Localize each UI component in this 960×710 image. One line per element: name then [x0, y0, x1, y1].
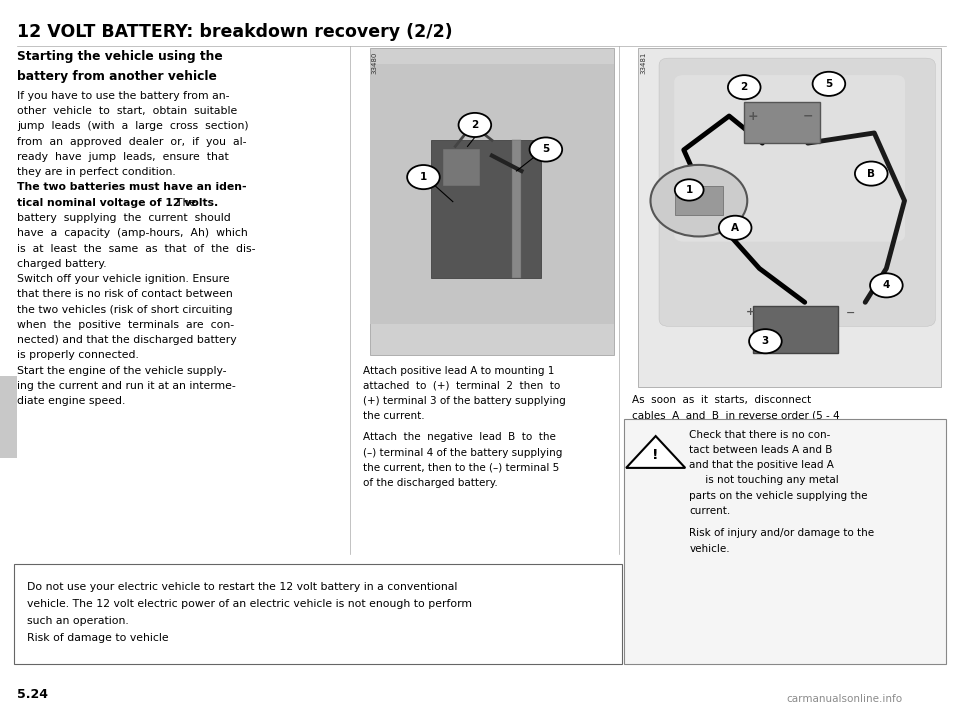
- Text: +: +: [748, 109, 758, 123]
- FancyBboxPatch shape: [744, 102, 820, 143]
- Text: diate engine speed.: diate engine speed.: [17, 396, 126, 406]
- Text: - 3 - 2).: - 3 - 2).: [632, 426, 669, 436]
- Circle shape: [870, 273, 902, 297]
- Text: ing the current and run it at an interme-: ing the current and run it at an interme…: [17, 381, 236, 391]
- Text: B: B: [867, 168, 876, 179]
- Text: have  a  capacity  (amp-hours,  Ah)  which: have a capacity (amp-hours, Ah) which: [17, 228, 248, 239]
- Text: is properly connected.: is properly connected.: [17, 350, 139, 361]
- FancyBboxPatch shape: [754, 306, 838, 353]
- FancyBboxPatch shape: [659, 58, 935, 327]
- Text: 1: 1: [685, 185, 693, 195]
- Text: Starting the vehicle using the: Starting the vehicle using the: [17, 50, 223, 62]
- Circle shape: [812, 72, 845, 96]
- Text: Switch off your vehicle ignition. Ensure: Switch off your vehicle ignition. Ensure: [17, 274, 229, 284]
- Text: 2: 2: [471, 120, 478, 130]
- Text: 3: 3: [762, 337, 769, 346]
- Text: The two batteries must have an iden-: The two batteries must have an iden-: [17, 182, 247, 192]
- Circle shape: [719, 216, 752, 240]
- Text: battery  supplying  the  current  should: battery supplying the current should: [17, 213, 231, 223]
- FancyBboxPatch shape: [370, 64, 614, 324]
- Text: such an operation.: such an operation.: [27, 616, 129, 626]
- Text: vehicle. The 12 volt electric power of an electric vehicle is not enough to perf: vehicle. The 12 volt electric power of a…: [27, 599, 472, 609]
- Text: 5.24: 5.24: [17, 689, 48, 701]
- Text: 33481: 33481: [640, 52, 646, 75]
- Text: carmanualsonline.info: carmanualsonline.info: [787, 694, 902, 704]
- Text: they are in perfect condition.: they are in perfect condition.: [17, 167, 176, 178]
- Text: from  an  approved  dealer  or,  if  you  al-: from an approved dealer or, if you al-: [17, 136, 247, 147]
- Text: −: −: [803, 109, 813, 123]
- FancyBboxPatch shape: [674, 75, 905, 241]
- Text: Attach positive lead A to mounting 1: Attach positive lead A to mounting 1: [363, 366, 554, 376]
- Circle shape: [749, 329, 781, 354]
- Circle shape: [675, 180, 704, 201]
- Text: the current, then to the (–) terminal 5: the current, then to the (–) terminal 5: [363, 463, 559, 473]
- Circle shape: [651, 165, 747, 236]
- Text: A: A: [732, 223, 739, 233]
- Text: 4: 4: [882, 280, 890, 290]
- FancyBboxPatch shape: [14, 564, 622, 664]
- Circle shape: [407, 165, 440, 189]
- FancyBboxPatch shape: [675, 186, 723, 215]
- Text: tact between leads A and B: tact between leads A and B: [689, 444, 832, 455]
- Text: !: !: [653, 448, 659, 462]
- FancyBboxPatch shape: [0, 376, 17, 458]
- Text: 1: 1: [420, 172, 427, 182]
- Polygon shape: [626, 436, 685, 468]
- Text: +: +: [746, 307, 755, 317]
- Text: 12 VOLT BATTERY: breakdown recovery (2/2): 12 VOLT BATTERY: breakdown recovery (2/2…: [17, 23, 453, 40]
- Text: attached  to  (+)  terminal  2  then  to: attached to (+) terminal 2 then to: [363, 381, 560, 391]
- Text: 5: 5: [826, 79, 832, 89]
- FancyBboxPatch shape: [624, 419, 946, 664]
- Text: Start the engine of the vehicle supply-: Start the engine of the vehicle supply-: [17, 366, 227, 376]
- Circle shape: [855, 161, 888, 185]
- Text: The: The: [169, 197, 196, 208]
- Text: 2: 2: [740, 82, 748, 92]
- Text: Risk of damage to vehicle: Risk of damage to vehicle: [27, 633, 169, 643]
- Circle shape: [530, 138, 563, 162]
- Text: when  the  positive  terminals  are  con-: when the positive terminals are con-: [17, 320, 234, 330]
- Text: 33480: 33480: [372, 52, 377, 75]
- Text: tical nominal voltage of 12 volts.: tical nominal voltage of 12 volts.: [17, 197, 219, 208]
- Circle shape: [728, 75, 760, 99]
- Text: other  vehicle  to  start,  obtain  suitable: other vehicle to start, obtain suitable: [17, 106, 237, 116]
- Text: −: −: [846, 307, 854, 317]
- Text: As  soon  as  it  starts,  disconnect: As soon as it starts, disconnect: [632, 395, 811, 405]
- Text: jump  leads  (with  a  large  cross  section): jump leads (with a large cross section): [17, 121, 249, 131]
- Text: Attach  the  negative  lead  B  to  the: Attach the negative lead B to the: [363, 432, 556, 442]
- FancyBboxPatch shape: [370, 48, 614, 355]
- FancyBboxPatch shape: [638, 48, 941, 387]
- Text: charged battery.: charged battery.: [17, 258, 107, 269]
- Text: nected) and that the discharged battery: nected) and that the discharged battery: [17, 335, 237, 345]
- FancyBboxPatch shape: [431, 141, 541, 278]
- Text: battery from another vehicle: battery from another vehicle: [17, 70, 217, 82]
- Text: (+) terminal 3 of the battery supplying: (+) terminal 3 of the battery supplying: [363, 396, 565, 406]
- Text: If you have to use the battery from an-: If you have to use the battery from an-: [17, 91, 229, 101]
- Text: ready  have  jump  leads,  ensure  that: ready have jump leads, ensure that: [17, 152, 229, 162]
- Text: Check that there is no con-: Check that there is no con-: [689, 430, 830, 439]
- Text: Risk of injury and/or damage to the: Risk of injury and/or damage to the: [689, 528, 875, 538]
- Text: is not touching any metal: is not touching any metal: [689, 476, 839, 486]
- Text: that there is no risk of contact between: that there is no risk of contact between: [17, 289, 233, 300]
- Text: and that the positive lead A: and that the positive lead A: [689, 460, 834, 470]
- Text: vehicle.: vehicle.: [689, 544, 730, 554]
- Text: 5: 5: [542, 145, 549, 155]
- FancyBboxPatch shape: [512, 141, 521, 278]
- Text: of the discharged battery.: of the discharged battery.: [363, 479, 497, 488]
- Circle shape: [459, 113, 492, 137]
- Text: parts on the vehicle supplying the: parts on the vehicle supplying the: [689, 491, 868, 501]
- Text: cables  A  and  B  in reverse order (5 - 4: cables A and B in reverse order (5 - 4: [632, 410, 839, 421]
- Text: current.: current.: [689, 506, 731, 516]
- Text: the two vehicles (risk of short circuiting: the two vehicles (risk of short circuiti…: [17, 305, 233, 315]
- Text: (–) terminal 4 of the battery supplying: (–) terminal 4 of the battery supplying: [363, 448, 563, 458]
- FancyBboxPatch shape: [444, 150, 480, 186]
- Text: the current.: the current.: [363, 412, 424, 422]
- Text: is  at  least  the  same  as  that  of  the  dis-: is at least the same as that of the dis-: [17, 244, 255, 253]
- Text: Do not use your electric vehicle to restart the 12 volt battery in a conventiona: Do not use your electric vehicle to rest…: [27, 582, 457, 592]
